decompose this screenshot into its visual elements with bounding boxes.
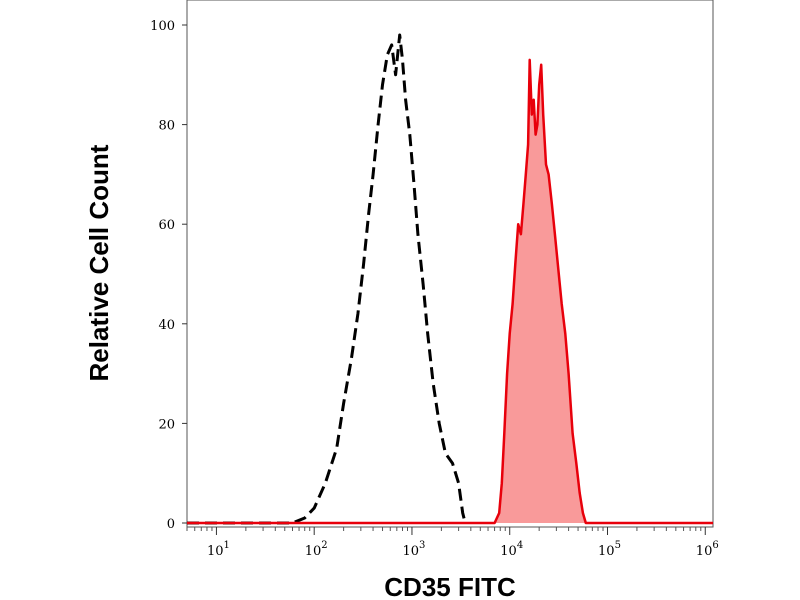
y-axis-ticks: 0 20 40 60 80 100 xyxy=(150,19,187,532)
y-tick-label-0: 0 xyxy=(167,517,175,532)
y-tick-label-4: 80 xyxy=(158,119,175,134)
x-tick-label-5: 106 xyxy=(696,540,719,559)
series-1-line xyxy=(187,58,713,525)
y-tick-label-3: 60 xyxy=(158,218,175,233)
x-tick-label-3: 104 xyxy=(500,540,523,559)
y-tick-label-5: 100 xyxy=(150,19,175,34)
x-tick-label-1: 102 xyxy=(305,540,328,559)
y-tick-label-1: 20 xyxy=(158,417,175,432)
plot-frame xyxy=(186,0,714,528)
series-1-area xyxy=(187,59,713,524)
x-tick-label-4: 105 xyxy=(598,540,621,559)
series-0-line xyxy=(187,33,467,525)
x-tick-label-0: 101 xyxy=(207,540,230,559)
x-axis-title: CD35 FITC xyxy=(384,572,516,600)
y-axis-title: Relative Cell Count xyxy=(84,144,114,381)
x-tick-label-2: 103 xyxy=(403,540,426,559)
x-axis-ticks: 101 102 103 104 105 106 xyxy=(186,527,719,559)
y-tick-label-2: 40 xyxy=(158,318,175,333)
series-layer xyxy=(187,33,713,525)
